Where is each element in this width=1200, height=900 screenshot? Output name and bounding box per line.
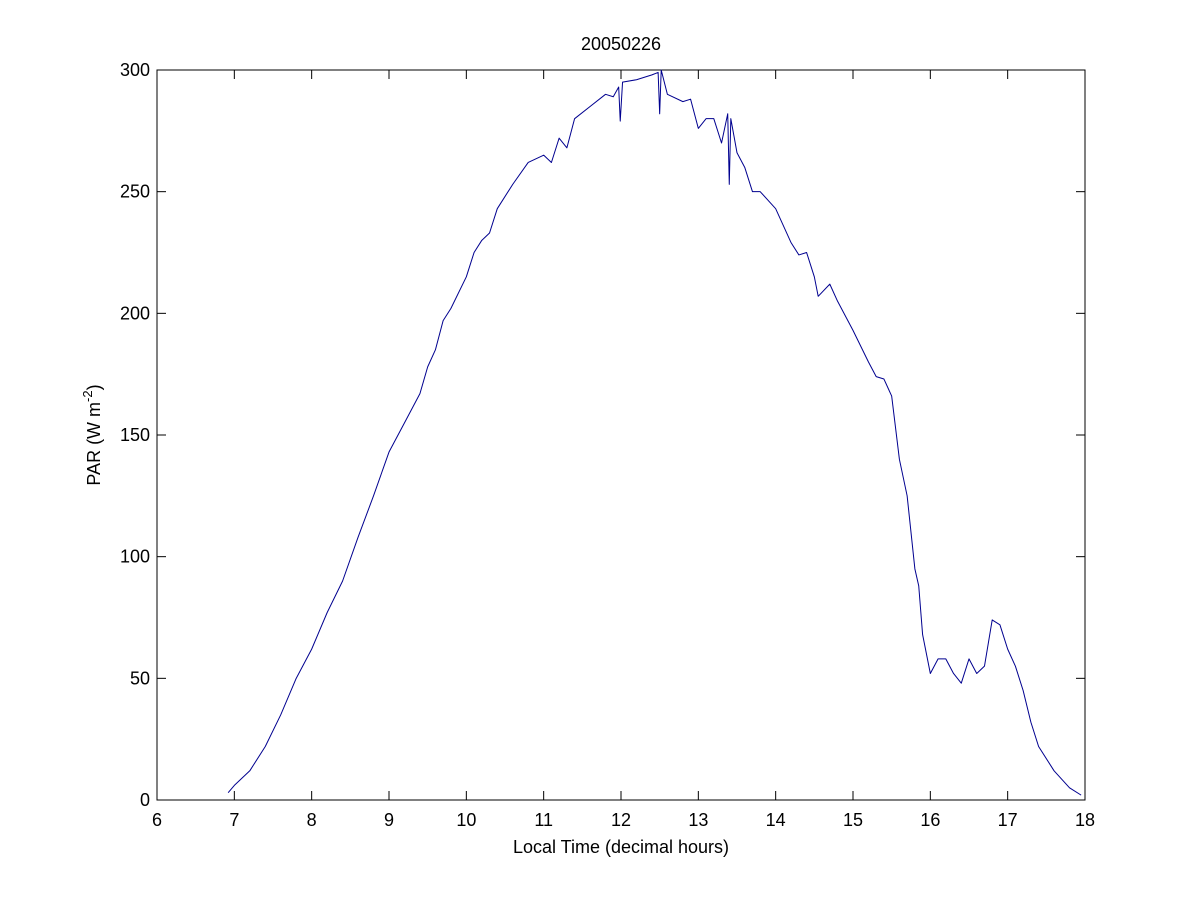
- y-tick-label: 150: [120, 425, 150, 445]
- data-line: [227, 69, 1082, 796]
- x-axis-label: Local Time (decimal hours): [513, 837, 729, 857]
- x-tick-label: 6: [152, 810, 162, 830]
- y-tick-label: 200: [120, 303, 150, 323]
- x-tick-label: 13: [688, 810, 708, 830]
- y-axis-label-text: PAR (W m: [84, 402, 104, 486]
- x-tick-label: 14: [766, 810, 786, 830]
- y-tick-label: 250: [120, 182, 150, 202]
- y-tick-label: 300: [120, 60, 150, 80]
- x-tick-label: 18: [1075, 810, 1095, 830]
- y-axis-label: PAR (W m-2): [80, 384, 104, 485]
- y-tick-label: 100: [120, 547, 150, 567]
- y-tick-label: 0: [140, 790, 150, 810]
- x-tick-label: 17: [998, 810, 1018, 830]
- x-tick-label: 9: [384, 810, 394, 830]
- x-tick-label: 16: [920, 810, 940, 830]
- x-tick-label: 15: [843, 810, 863, 830]
- y-tick-label: 50: [130, 668, 150, 688]
- x-tick-label: 11: [534, 810, 553, 830]
- y-axis-label-suffix: ): [84, 384, 104, 390]
- x-tick-label: 7: [229, 810, 239, 830]
- x-tick-label: 10: [456, 810, 476, 830]
- chart-title: 20050226: [581, 34, 661, 54]
- x-tick-label: 8: [307, 810, 317, 830]
- x-tick-label: 12: [611, 810, 631, 830]
- y-axis-label-superscript: -2: [80, 390, 95, 402]
